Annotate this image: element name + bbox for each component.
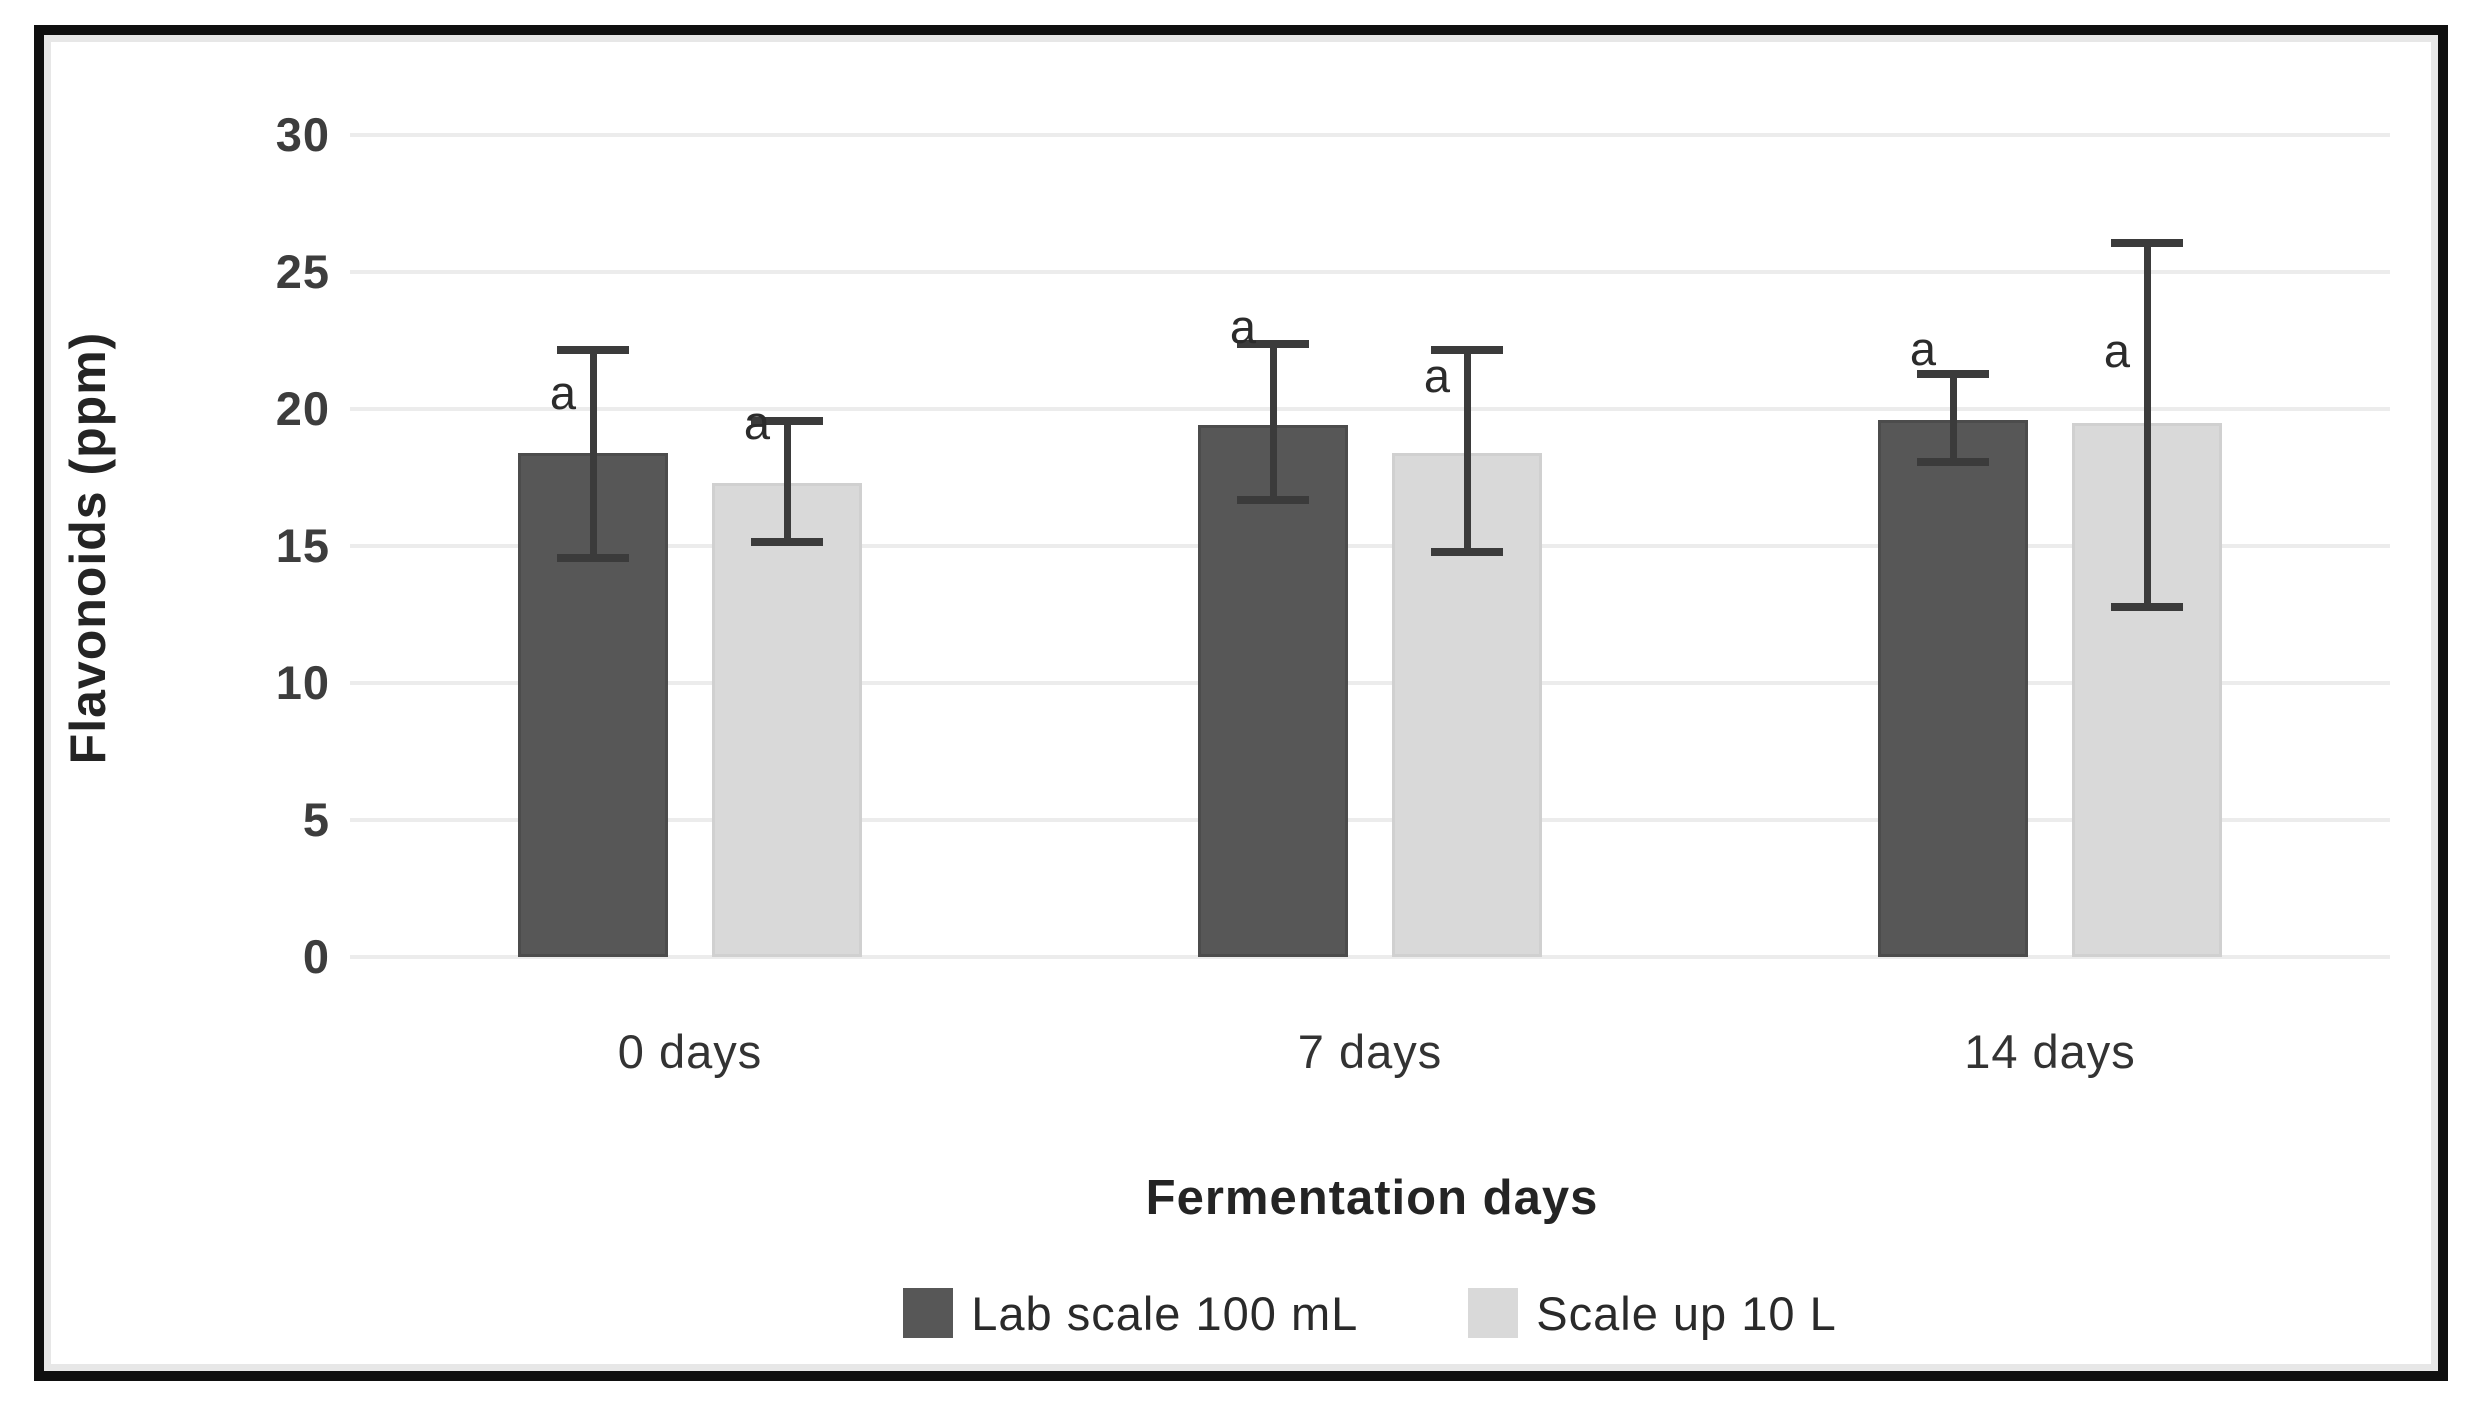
significance-label: a: [2103, 324, 2131, 378]
error-bar: [783, 419, 791, 541]
legend-entry-lab-scale: Lab scale 100 mL: [903, 1286, 1358, 1341]
error-bar-top-cap: [751, 416, 823, 425]
gridline: [350, 407, 2390, 411]
legend-swatch-light: [1468, 1288, 1519, 1338]
significance-label: a: [549, 365, 577, 419]
error-bar-top-cap: [1431, 345, 1503, 354]
error-bar-top-cap: [557, 345, 629, 354]
legend-swatch-dark: [903, 1288, 954, 1338]
gridline: [350, 133, 2390, 137]
gridline: [350, 955, 2390, 959]
error-bar-bottom-cap: [2111, 603, 2183, 612]
gridline: [350, 681, 2390, 685]
error-bar-bottom-cap: [1917, 458, 1989, 467]
y-tick-label: 0: [302, 930, 330, 983]
gridline: [350, 544, 2390, 548]
category-label: 14 days: [1964, 1025, 2136, 1078]
error-bar: [2143, 241, 2151, 607]
legend-entry-scale-up: Scale up 10 L: [1468, 1286, 1836, 1341]
significance-label: a: [1423, 349, 1451, 403]
significance-label: a: [1229, 299, 1257, 353]
category-label: 0 days: [617, 1025, 763, 1078]
error-bar: [1949, 373, 1957, 462]
error-bar-top-cap: [2111, 238, 2183, 247]
y-tick-label: 25: [275, 245, 330, 298]
y-tick-label: 30: [275, 108, 330, 161]
legend-label: Scale up 10 L: [1536, 1286, 1837, 1340]
y-tick-label: 10: [275, 656, 330, 709]
y-axis-title: Flavonoids (ppm): [60, 331, 116, 765]
significance-label: a: [743, 395, 771, 449]
error-bar-top-cap: [1237, 340, 1309, 349]
y-tick-label: 20: [275, 382, 330, 435]
bar: [1198, 425, 1348, 957]
legend-label: Lab scale 100 mL: [971, 1286, 1359, 1340]
error-bar-top-cap: [1917, 370, 1989, 379]
bar: [712, 482, 862, 957]
error-bar: [589, 348, 597, 557]
gridline: [350, 818, 2390, 822]
category-label: 7 days: [1297, 1025, 1443, 1078]
error-bar: [1269, 343, 1277, 500]
significance-label: a: [1909, 321, 1937, 375]
error-bar-bottom-cap: [1431, 548, 1503, 557]
x-axis-title: Fermentation days: [1145, 1171, 1599, 1225]
y-tick-label: 5: [302, 793, 330, 846]
error-bar-bottom-cap: [1237, 496, 1309, 505]
error-bar-bottom-cap: [751, 537, 823, 546]
bar: [1878, 419, 2028, 957]
error-bar-bottom-cap: [557, 553, 629, 562]
figure-border: Flavonoids (ppm) Fermentation days Lab s…: [34, 25, 2448, 1381]
error-bar: [1463, 348, 1471, 552]
y-tick-label: 15: [275, 519, 330, 572]
legend: Lab scale 100 mL Scale up 10 L: [350, 1283, 2390, 1343]
gridline: [350, 270, 2390, 274]
